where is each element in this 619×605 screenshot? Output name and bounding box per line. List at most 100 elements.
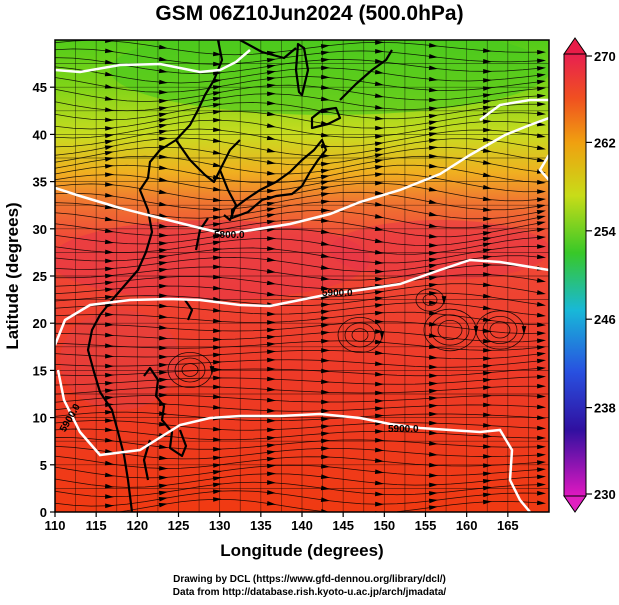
streamline [55, 173, 542, 193]
x-axis-ticks: 110 115 120 125 130 135 140 145 150 155 160 165 [45, 512, 519, 533]
y-axis-ticks: 0 5 10 15 20 25 30 35 40 45 [33, 80, 55, 520]
streamline [55, 394, 542, 403]
circulation-line [430, 314, 470, 346]
wind-arrow [428, 321, 438, 327]
y-tick-label: 5 [40, 458, 47, 473]
wind-arrow [158, 248, 168, 253]
wind-arrow [158, 267, 168, 273]
wind-arrow [320, 323, 330, 328]
wind-arrow [536, 278, 546, 283]
streamline [55, 385, 541, 395]
wind-arrow [537, 330, 546, 336]
x-tick-label: 120 [126, 518, 148, 533]
x-tick-label: 150 [373, 518, 395, 533]
colorbar-tick-label: 270 [594, 49, 616, 64]
circulation-line [174, 357, 206, 383]
streamline [55, 84, 542, 102]
colorbar-tick-label: 246 [594, 312, 616, 327]
wind-arrow [536, 209, 546, 215]
streamline [55, 228, 542, 246]
wind-arrow [379, 331, 385, 340]
wind-arrow [536, 366, 546, 371]
wind-arrow [537, 500, 546, 506]
contour-line [55, 49, 251, 74]
colorbar: 270 262 254 246 238 230 [563, 37, 616, 513]
x-tick-label: 115 [86, 518, 107, 533]
y-tick-label: 25 [33, 269, 47, 284]
wind-arrow [536, 301, 546, 307]
wind-arrow [482, 48, 492, 53]
streamline [55, 302, 542, 316]
credits: Drawing by DCL (https://www.gfd-dennou.o… [0, 573, 619, 599]
wind-arrow [482, 492, 492, 498]
wind-arrow [536, 467, 546, 473]
y-tick-label: 35 [33, 175, 47, 190]
streamline [55, 246, 542, 264]
wind-arrow [537, 93, 546, 99]
streamline [55, 359, 542, 368]
wind-arrow [158, 444, 168, 450]
contour-label: 5900.0 [322, 288, 353, 299]
wind-arrow [536, 227, 546, 233]
wind-arrow [212, 489, 222, 495]
circulation-line [482, 315, 518, 344]
circulation-line [181, 363, 199, 377]
wind-arrow [428, 76, 438, 82]
wind-arrow [104, 107, 114, 112]
wind-arrow [536, 157, 546, 163]
wind-arrow [537, 490, 546, 496]
streamline [55, 411, 542, 422]
wind-arrow [536, 312, 546, 318]
wind-arrow [537, 474, 546, 480]
wind-arrow [537, 338, 546, 344]
circulation-line [344, 322, 376, 348]
wind-arrow [428, 344, 438, 350]
wind-arrow [537, 452, 546, 458]
wind-arrow [266, 450, 276, 455]
wind-arrow [266, 291, 276, 297]
wind-arrow [536, 66, 546, 71]
wind-arrow [266, 170, 276, 176]
wind-arrow [482, 86, 492, 91]
streamline [55, 420, 542, 431]
wind-arrow [266, 219, 276, 225]
wind-arrow [104, 395, 114, 401]
wind-arrow [536, 221, 546, 226]
wind-arrow [536, 290, 546, 295]
wind-arrow [428, 65, 438, 71]
wind-arrow [536, 215, 546, 221]
streamline [55, 236, 542, 255]
wind-arrow [537, 189, 546, 194]
wind-arrow [374, 105, 384, 110]
streamline [55, 48, 542, 65]
contour-line [538, 154, 549, 181]
contour-line [56, 369, 531, 512]
wind-arrow [537, 415, 546, 420]
wind-arrow [428, 498, 438, 504]
wind-arrow [212, 308, 222, 313]
wind-arrow [537, 425, 546, 431]
colorbar-tick-label: 262 [594, 135, 616, 150]
wind-arrow [320, 276, 330, 281]
colorbar-tick-label: 238 [594, 401, 616, 416]
x-axis-label: Longitude (degrees) [220, 541, 383, 560]
streamline [55, 464, 542, 479]
wind-arrow [428, 333, 438, 338]
wind-arrow [212, 247, 222, 253]
x-tick-label: 125 [168, 518, 190, 533]
weather-map: 5800.0 5900.0 5900.0 5900.0 110 115 120 125… [3, 37, 616, 560]
streamline [55, 274, 542, 290]
credits-line-data: Data from http://database.rish.kyoto-u.a… [172, 587, 447, 598]
wind-arrow [537, 444, 546, 450]
y-tick-label: 45 [33, 80, 47, 95]
streamline [55, 93, 542, 112]
wind-arrow [104, 239, 114, 245]
wind-arrow [104, 192, 114, 198]
wind-arrow [374, 469, 384, 474]
wind-arrow [209, 366, 215, 375]
streamline [55, 367, 542, 377]
streamline [55, 164, 542, 184]
wind-arrow [104, 48, 114, 54]
circulation-line [489, 321, 511, 339]
streamline [55, 40, 542, 56]
